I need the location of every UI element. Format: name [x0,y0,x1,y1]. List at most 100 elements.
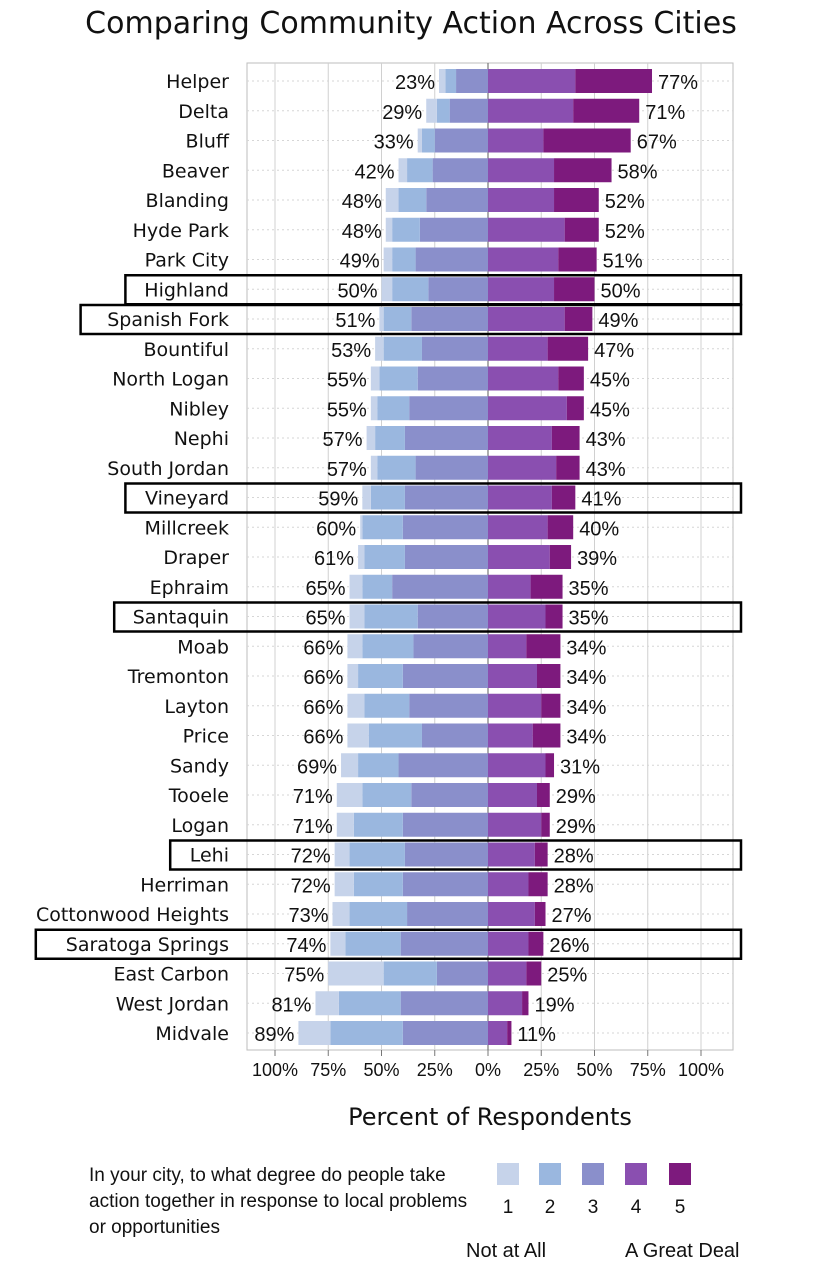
bar-segment-1 [347,634,363,659]
bar-segment-3 [434,128,488,153]
bar-segment-1 [370,396,378,421]
negative-total-label: 57% [327,459,367,481]
category-label: Park City [145,250,229,272]
negative-total-label: 73% [288,905,328,927]
bar-segment-1 [370,455,378,480]
negative-total-label: 55% [327,370,367,392]
negative-total-label: 50% [337,280,377,302]
bar-segment-1 [417,128,422,153]
bar-segment-1 [439,69,446,93]
bar-segment-3 [404,842,488,867]
negative-total-label: 48% [342,221,382,243]
bar-segment-4 [488,396,567,421]
category-label: Bountiful [144,339,229,361]
legend-entry-label: 4 [631,1197,642,1218]
category-label: Layton [164,696,229,718]
bar-segment-4 [488,664,537,688]
bar-segment-2 [362,783,412,807]
category-label: North Logan [112,369,229,391]
bar-segment-5 [554,188,599,212]
bar-segment-5 [564,307,593,331]
bar-segment-5 [547,336,589,361]
bar-segment-2 [349,842,405,867]
bar-segment-3 [415,247,488,272]
bar-segment-5 [536,783,550,807]
bar-segment-1 [381,277,393,302]
bar-segment-4 [488,277,555,302]
legend-high-label: A Great Deal [625,1240,740,1262]
bar-segment-1 [360,515,363,540]
positive-total-label: 41% [581,489,621,511]
negative-total-label: 81% [271,994,311,1016]
category-label: Cottonwood Heights [36,904,229,926]
bar-segment-1 [315,991,339,1016]
bar-segment-3 [402,1021,488,1045]
bar-segment-2 [362,515,403,540]
bar-segment-2 [364,693,410,718]
positive-total-label: 35% [569,578,609,600]
positive-total-label: 26% [549,935,589,957]
negative-total-label: 66% [303,637,343,659]
x-tick-label: 100% [252,1060,298,1080]
bar-segment-5 [522,991,529,1016]
positive-total-label: 40% [579,518,619,540]
bar-segment-1 [334,872,354,897]
bar-segment-3 [402,664,488,688]
positive-total-label: 11% [517,1024,556,1046]
bar-segment-3 [417,366,488,391]
category-label: Bluff [186,131,230,153]
positive-total-label: 58% [618,161,658,183]
bar-segment-3 [409,396,488,421]
bar-segment-3 [402,872,488,897]
diverging-bar-chart: Helper 23% 77% Delta 29% 71% Bluff 33% 67% Beaver… [34,62,743,1080]
bar-segment-4 [488,158,555,183]
bar-segment-5 [541,693,561,718]
positive-total-label: 28% [554,846,594,868]
negative-total-label: 33% [374,132,414,154]
negative-total-label: 66% [303,667,343,689]
legend-entry-label: 5 [675,1197,686,1218]
negative-total-label: 66% [303,727,343,749]
category-label: Hyde Park [133,220,229,242]
negative-total-label: 75% [284,965,324,987]
bar-segment-2 [345,931,401,956]
bar-segment-4 [488,69,576,93]
category-label: East Carbon [114,964,229,986]
legend-swatch-4 [625,1163,647,1185]
bar-segment-5 [536,664,561,688]
bar-segment-5 [554,158,612,183]
bar-segment-3 [428,277,488,302]
negative-total-label: 29% [382,102,422,124]
bar-segment-1 [349,574,363,599]
positive-total-label: 45% [590,370,630,392]
bar-segment-4 [488,872,529,897]
bar-segment-5 [551,426,580,450]
bar-segment-4 [488,545,550,569]
highlight-box [112,601,743,633]
x-tick-label: 50% [363,1060,399,1080]
bar-segment-5 [526,961,542,986]
negative-total-label: 59% [318,489,358,511]
bar-segment-1 [332,902,350,926]
negative-total-label: 49% [340,251,380,273]
bar-segment-4 [488,247,559,272]
bar-segment-1 [358,545,365,569]
bar-segment-5 [564,217,599,242]
negative-total-label: 65% [306,578,346,600]
positive-total-label: 34% [566,637,606,659]
bar-segment-5 [558,247,597,272]
bar-segment-3 [449,98,488,123]
positive-total-label: 34% [566,727,606,749]
category-label: Highland [144,279,229,301]
bar-segment-1 [375,336,384,361]
bar-segment-5 [549,545,572,569]
positive-total-label: 34% [566,667,606,689]
bar-segment-4 [488,574,531,599]
positive-total-label: 50% [601,280,641,302]
bar-segment-1 [385,188,399,212]
bar-segment-4 [488,455,557,480]
negative-total-label: 65% [306,608,346,630]
bar-segment-3 [411,783,488,807]
bar-segment-3 [404,545,488,569]
bar-segment-1 [385,217,393,242]
